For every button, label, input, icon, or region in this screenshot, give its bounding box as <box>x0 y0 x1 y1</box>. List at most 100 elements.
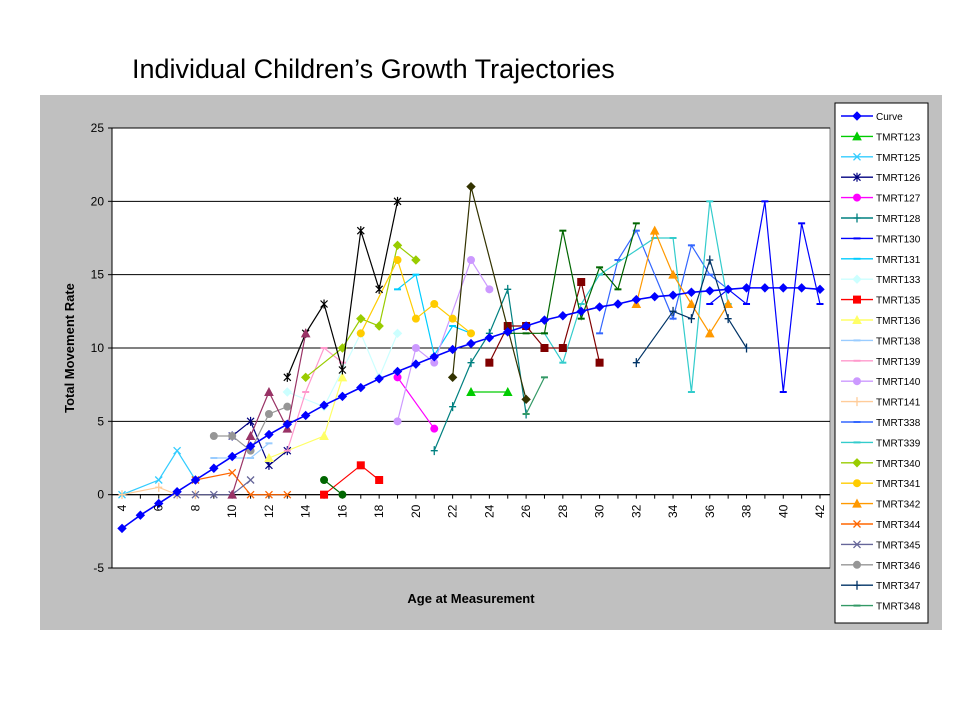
data-point <box>283 402 292 411</box>
legend-entry: TMRT138 <box>841 336 921 347</box>
y-tick-label: 15 <box>91 268 105 282</box>
legend-entry: TMRT339 <box>841 438 921 449</box>
data-point <box>577 278 586 286</box>
data-point <box>172 487 182 497</box>
series-tmrt127 <box>393 373 439 433</box>
data-point <box>466 338 476 349</box>
x-tick-label: 26 <box>519 504 533 518</box>
data-point <box>704 328 715 338</box>
data-point <box>154 476 163 484</box>
data-point <box>649 291 660 302</box>
x-tick-label: 20 <box>409 504 423 518</box>
x-tick-label: 38 <box>740 504 754 518</box>
legend-entry: TMRT127 <box>841 193 921 205</box>
data-point <box>245 441 256 451</box>
slide-title: Individual Children’s Growth Trajectorie… <box>132 54 615 84</box>
data-point <box>209 432 218 440</box>
data-point <box>264 386 274 396</box>
legend-label: TMRT347 <box>876 581 921 592</box>
x-tick-label: 24 <box>482 504 496 518</box>
data-point <box>246 416 255 426</box>
legend-entry: TMRT344 <box>841 520 921 531</box>
series-tmrt344 <box>191 468 292 499</box>
series-tmrt341 <box>356 256 475 338</box>
data-point <box>319 400 329 410</box>
legend-entry: TMRT140 <box>841 377 921 388</box>
data-point <box>430 446 438 456</box>
data-point <box>853 397 861 407</box>
legend-entry: TMRT341 <box>841 479 921 490</box>
data-point <box>430 424 439 433</box>
y-axis-title: Total Movement Rate <box>62 283 77 413</box>
x-tick-label: 6 <box>152 504 166 511</box>
data-point <box>724 314 732 324</box>
series-line <box>213 442 270 459</box>
legend-entry: TMRT125 <box>841 153 921 164</box>
data-point <box>467 358 475 368</box>
data-point <box>449 402 457 412</box>
legend-label: TMRT346 <box>876 561 921 572</box>
data-point <box>706 255 714 265</box>
data-point <box>853 152 861 161</box>
data-point <box>227 489 238 499</box>
data-point <box>723 298 733 308</box>
legend-entry: TMRT346 <box>841 560 921 572</box>
data-point <box>320 476 329 484</box>
data-point <box>155 482 163 492</box>
data-point <box>466 386 476 396</box>
data-point <box>743 343 751 353</box>
data-point <box>484 333 495 343</box>
data-point <box>356 382 366 393</box>
data-point <box>392 366 403 377</box>
legend-label: TMRT123 <box>876 132 921 143</box>
x-tick-label: 14 <box>299 504 313 518</box>
legend-entry: TMRT347 <box>841 580 921 592</box>
legend-label: TMRT341 <box>876 479 921 490</box>
data-point <box>558 311 568 321</box>
series-line <box>397 376 435 430</box>
legend-label: TMRT136 <box>876 316 921 327</box>
legend: Curve TMRT123 TMRT125 TMRT126 TMRT127 TMRT128… <box>834 102 929 624</box>
data-point <box>245 430 256 440</box>
series-line <box>433 287 527 451</box>
series-tmrt347 <box>632 255 751 368</box>
data-point <box>282 419 293 429</box>
data-point <box>264 490 273 499</box>
data-point <box>209 463 219 473</box>
data-point <box>852 274 862 284</box>
data-point <box>853 540 861 549</box>
legend-entry: TMRT340 <box>841 458 921 470</box>
legend-entry: TMRT136 <box>841 314 921 327</box>
legend-label: Curve <box>876 112 903 123</box>
data-point <box>852 458 862 468</box>
data-point <box>393 256 402 264</box>
data-point <box>852 314 862 324</box>
x-tick-label: 42 <box>813 504 827 518</box>
data-point <box>649 225 660 235</box>
series-tmrt339 <box>540 200 732 393</box>
data-point <box>320 490 329 499</box>
data-point <box>669 306 677 316</box>
data-point <box>411 255 421 265</box>
data-point <box>283 372 292 382</box>
data-point <box>246 476 255 484</box>
data-point <box>135 510 146 520</box>
data-point <box>337 391 348 402</box>
data-point <box>228 432 237 440</box>
data-point <box>852 111 862 121</box>
legend-label: TMRT139 <box>876 357 921 368</box>
data-point <box>300 372 311 383</box>
data-point <box>337 372 348 382</box>
y-tick-label: 25 <box>91 121 105 135</box>
data-point <box>668 290 678 300</box>
data-point <box>320 299 328 309</box>
data-point <box>338 490 347 499</box>
data-point <box>117 523 127 534</box>
data-point <box>466 181 476 192</box>
data-point <box>264 429 274 440</box>
data-point <box>429 352 439 362</box>
legend-label: TMRT127 <box>876 194 921 205</box>
series-unlabeled <box>320 476 347 499</box>
series-line <box>121 449 196 496</box>
legend-label: TMRT140 <box>876 377 921 388</box>
